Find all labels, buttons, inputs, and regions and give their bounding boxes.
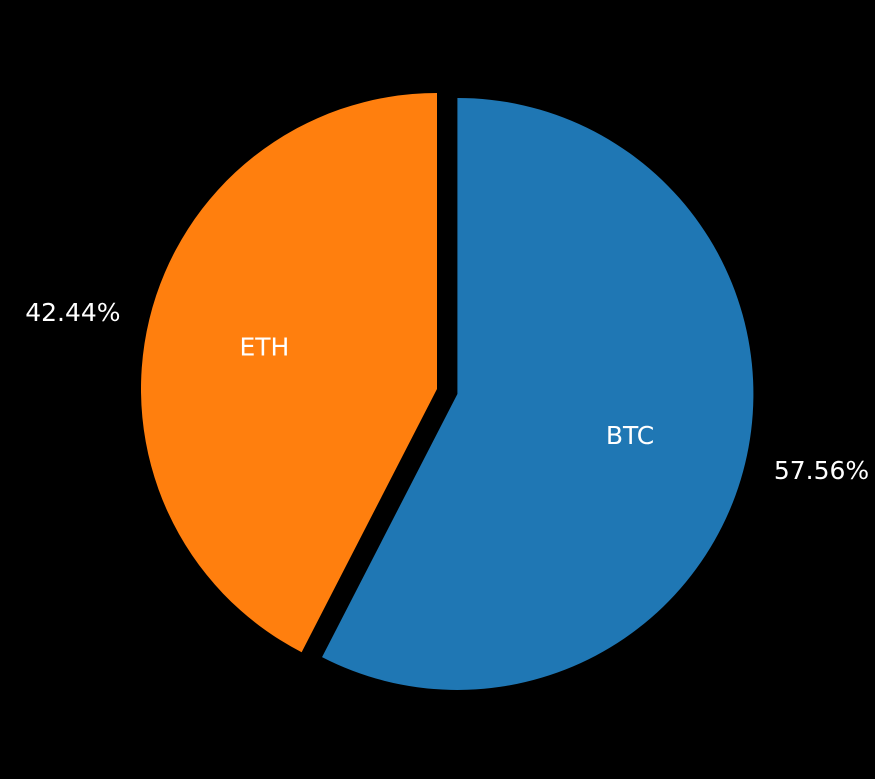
pie-slices [141,93,754,690]
slice-btc [322,97,754,690]
slice-label-eth: ETH [239,333,289,362]
slice-label-btc: BTC [606,421,654,450]
pie-labels: BTC 57.56% ETH 42.44% [25,298,869,485]
slice-eth [141,93,437,653]
slice-pct-btc: 57.56% [774,456,869,485]
slice-pct-eth: 42.44% [25,298,120,327]
